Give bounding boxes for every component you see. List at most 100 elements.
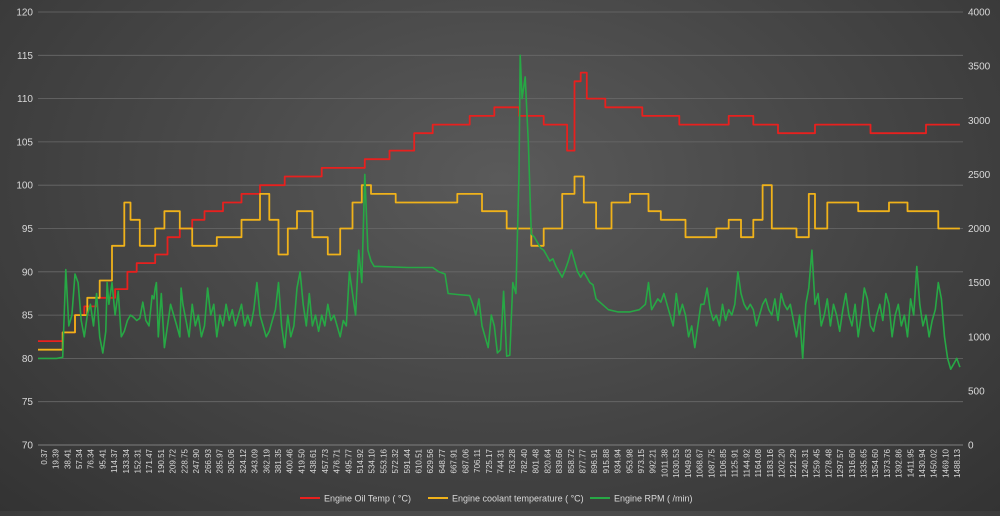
x-tick-label: 687.06 xyxy=(461,448,470,473)
x-tick-label: 343.09 xyxy=(251,448,260,473)
y-right-tick-label: 2000 xyxy=(968,224,991,235)
x-tick-label: 1202.20 xyxy=(778,448,787,477)
x-tick-label: 782.40 xyxy=(520,448,529,473)
x-tick-label: 190.51 xyxy=(157,448,166,473)
x-tick-label: 572.32 xyxy=(391,448,400,473)
y-left-tick-label: 120 xyxy=(16,8,33,19)
x-tick-label: 839.66 xyxy=(555,448,564,473)
x-tick-label: 1469.10 xyxy=(941,448,950,477)
y-left-tick-label: 75 xyxy=(22,397,34,408)
y-right-tick-label: 2500 xyxy=(968,170,991,181)
series-line-3 xyxy=(38,54,961,370)
series-line-1 xyxy=(38,71,960,342)
x-tick-label: 152.31 xyxy=(134,448,143,473)
x-tick-label: 324.12 xyxy=(239,448,248,473)
x-tick-label: 133.34 xyxy=(122,448,131,473)
y-left-tick-label: 110 xyxy=(17,94,33,105)
x-tick-label: 1335.65 xyxy=(860,448,869,477)
y-right-tick-label: 1000 xyxy=(968,332,991,343)
y-left-tick-label: 115 xyxy=(17,51,33,62)
y-left-tick-label: 70 xyxy=(22,441,34,452)
x-tick-label: 706.11 xyxy=(473,448,482,472)
x-tick-label: 38.41 xyxy=(63,448,72,469)
x-tick-label: 820.64 xyxy=(543,448,552,473)
x-tick-label: 1411.95 xyxy=(906,448,915,477)
x-tick-label: 1125.91 xyxy=(731,448,740,477)
y-left-tick-label: 95 xyxy=(22,224,34,235)
x-tick-label: 648.77 xyxy=(438,448,447,473)
x-tick-label: 228.75 xyxy=(180,448,189,473)
x-tick-label: 973.15 xyxy=(637,448,646,473)
x-tick-label: 438.61 xyxy=(309,448,318,473)
x-tick-label: 1430.94 xyxy=(918,448,927,477)
y-right-tick-label: 3500 xyxy=(968,62,991,73)
x-tick-label: 1011.38 xyxy=(660,448,669,477)
x-tick-label: 1259.45 xyxy=(813,448,822,477)
x-tick-label: 896.91 xyxy=(590,448,599,473)
x-tick-label: 1392.86 xyxy=(895,448,904,477)
x-tick-label: 19.39 xyxy=(52,448,61,469)
x-tick-label: 1240.31 xyxy=(801,448,810,477)
x-tick-label: 57.34 xyxy=(75,448,84,469)
x-tick-label: 744.31 xyxy=(497,448,506,473)
y-right-tick-label: 1500 xyxy=(968,278,991,289)
x-tick-label: 610.51 xyxy=(415,448,424,473)
y-left-tick-label: 100 xyxy=(16,181,33,192)
x-tick-label: 1354.60 xyxy=(871,448,880,477)
x-tick-label: 400.46 xyxy=(286,448,295,473)
x-tick-label: 1221.29 xyxy=(789,448,798,477)
x-tick-label: 381.35 xyxy=(274,448,283,473)
right-axis-ticks: 0 500 1000 1500 2000 2500 3000 3500 4000 xyxy=(968,8,991,452)
legend-label: Engine RPM ( /min) xyxy=(614,494,693,504)
x-tick-label: 667.91 xyxy=(450,448,459,473)
y-right-tick-label: 4000 xyxy=(968,8,991,19)
x-tick-label: 514.92 xyxy=(356,448,365,473)
x-tick-label: 629.56 xyxy=(426,448,435,473)
x-tick-label: 114.37 xyxy=(110,448,119,472)
x-tick-label: 725.17 xyxy=(485,448,494,473)
x-tick-label: 266.93 xyxy=(204,448,213,473)
x-tick-label: 419.50 xyxy=(297,448,306,473)
legend: Engine Oil Temp ( °C) Engine coolant temp… xyxy=(300,494,693,504)
y-right-tick-label: 500 xyxy=(968,386,985,397)
y-left-tick-label: 105 xyxy=(16,137,33,148)
x-tick-label: 476.71 xyxy=(333,448,342,473)
x-tick-label: 591.44 xyxy=(403,448,412,473)
x-tick-label: 553.16 xyxy=(379,448,388,473)
x-tick-label: 858.72 xyxy=(567,448,576,473)
x-tick-label: 209.72 xyxy=(169,448,178,473)
x-tick-label: 457.73 xyxy=(321,448,330,473)
x-tick-label: 76.34 xyxy=(87,448,96,469)
x-axis-ticks: 0.37 19.39 38.41 57.34 76.34 95.41 114.37 133.3… xyxy=(40,448,962,477)
x-tick-label: 362.19 xyxy=(262,448,271,473)
x-tick-label: 992.21 xyxy=(649,448,658,473)
x-tick-label: 305.06 xyxy=(227,448,236,473)
x-tick-label: 1488.13 xyxy=(953,448,962,477)
x-tick-label: 0.37 xyxy=(40,448,49,464)
x-tick-label: 1297.57 xyxy=(836,448,845,477)
x-tick-label: 1106.85 xyxy=(719,448,728,477)
x-tick-label: 95.41 xyxy=(98,448,107,469)
y-left-tick-label: 90 xyxy=(22,267,34,278)
left-axis-ticks: 70 75 80 85 90 95 100 105 110 115 120 xyxy=(16,8,33,452)
x-tick-label: 495.77 xyxy=(344,448,353,473)
x-tick-label: 1316.60 xyxy=(848,448,857,477)
y-left-tick-label: 80 xyxy=(22,354,34,365)
x-tick-label: 801.48 xyxy=(532,448,541,473)
x-tick-label: 1030.53 xyxy=(672,448,681,477)
x-tick-label: 285.97 xyxy=(216,448,225,473)
x-tick-label: 877.77 xyxy=(579,448,588,473)
x-tick-label: 1278.48 xyxy=(824,448,833,477)
x-tick-label: 171.47 xyxy=(145,448,154,473)
x-tick-label: 247.90 xyxy=(192,448,201,473)
x-tick-label: 953.98 xyxy=(625,448,634,473)
x-tick-label: 534.10 xyxy=(368,448,377,473)
x-tick-label: 1049.63 xyxy=(684,448,693,477)
series-line-2 xyxy=(38,175,960,351)
legend-label: Engine Oil Temp ( °C) xyxy=(324,494,411,504)
x-tick-label: 1450.02 xyxy=(930,448,939,477)
y-right-tick-label: 3000 xyxy=(968,116,991,127)
x-tick-label: 915.88 xyxy=(602,448,611,473)
